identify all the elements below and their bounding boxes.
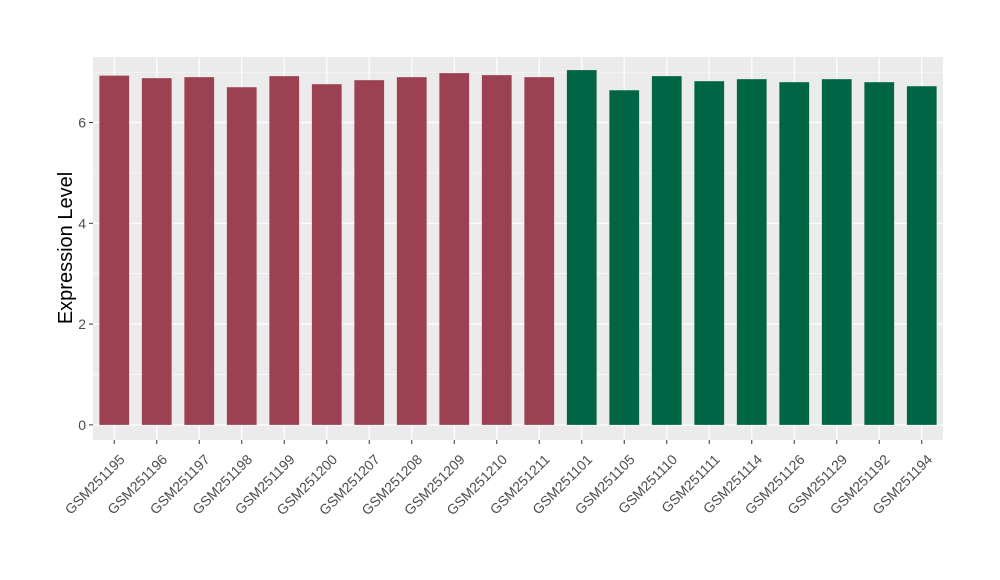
bar: [184, 77, 215, 425]
bar: [779, 82, 810, 425]
bar: [439, 73, 470, 425]
bar: [481, 75, 512, 425]
plot-panel: [93, 57, 943, 440]
y-tick-label: 4: [78, 215, 86, 231]
bar: [694, 81, 725, 425]
y-axis: 0 2 4 6: [78, 115, 93, 433]
bar: [736, 79, 767, 425]
bar: [524, 77, 555, 425]
bar: [651, 76, 682, 425]
bar: [906, 86, 937, 425]
bars: [99, 70, 937, 425]
bar: [141, 78, 172, 425]
y-tick-label: 6: [78, 115, 86, 131]
bar: [269, 76, 300, 425]
bar: [821, 79, 852, 425]
bar: [99, 75, 130, 425]
y-tick-label: 0: [78, 417, 86, 433]
y-axis-title: Expression Level: [55, 172, 77, 324]
bar: [566, 70, 597, 425]
bar: [864, 82, 895, 425]
x-axis: GSM251195GSM251196GSM251197GSM251198GSM2…: [62, 440, 935, 518]
bar: [609, 90, 640, 425]
bar: [311, 84, 342, 425]
bar: [226, 87, 257, 425]
bar: [354, 80, 385, 425]
bar: [396, 77, 427, 425]
y-tick-label: 2: [78, 316, 86, 332]
